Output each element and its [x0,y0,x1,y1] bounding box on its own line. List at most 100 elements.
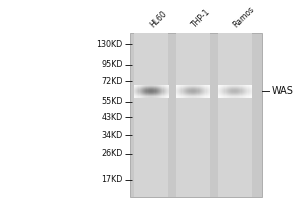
Bar [235,95,236,97]
Bar [242,85,243,86]
Bar [237,87,238,88]
Bar [165,92,166,93]
Bar [208,86,209,87]
Bar [248,92,250,93]
Bar [197,95,199,97]
Bar [158,93,159,94]
Bar [202,92,203,93]
Bar [194,85,196,86]
Bar [141,93,142,94]
Bar [237,96,238,98]
Bar [179,93,181,94]
Bar [251,95,252,97]
Bar [203,89,205,90]
Bar [163,92,164,93]
Bar [218,91,219,92]
Bar [186,96,188,98]
Bar [230,86,232,87]
Bar [140,95,141,97]
Bar [192,86,193,87]
Bar [134,33,168,197]
Bar [229,86,230,87]
Bar [199,89,200,90]
Bar [179,85,181,86]
Bar [180,91,182,92]
Bar [136,86,138,87]
Bar [185,89,186,90]
Bar [190,86,192,87]
Bar [183,88,184,89]
Bar [195,89,196,90]
Bar [146,94,148,95]
Bar [246,85,248,86]
Bar [167,89,169,90]
Bar [184,85,185,86]
Bar [251,86,252,87]
Bar [201,86,202,87]
Bar [203,91,205,92]
Bar [202,89,203,90]
Bar [135,90,136,91]
Bar [234,89,235,90]
Bar [165,93,166,94]
Bar [157,93,158,94]
Bar [208,87,209,88]
Bar [154,86,156,87]
Bar [149,92,150,93]
Bar [221,90,222,91]
Bar [244,87,245,88]
Bar [149,94,150,95]
Bar [143,89,144,90]
Bar [235,89,236,90]
Bar [144,96,146,98]
Bar [179,87,181,88]
Bar [232,92,234,93]
Bar [138,93,140,94]
Bar [226,93,227,94]
Bar [250,85,251,86]
Bar [182,92,183,93]
Bar [239,94,241,95]
Bar [194,89,196,90]
Bar [176,90,177,91]
Bar [222,85,224,86]
Bar [199,95,200,97]
Bar [150,94,151,95]
Bar [154,90,156,91]
Bar [238,92,240,93]
Bar [158,91,159,92]
Bar [183,90,184,91]
Bar [231,91,233,92]
Bar [165,88,166,89]
Bar [176,96,177,98]
Bar [204,89,206,90]
Bar [167,95,169,97]
Bar [199,92,200,93]
Bar [149,96,150,98]
Bar [176,86,177,87]
Bar [248,86,250,87]
Bar [176,89,177,90]
Bar [220,93,221,94]
Bar [151,87,152,88]
Bar [136,87,138,88]
Bar [224,87,226,88]
Bar [180,89,182,90]
Bar [135,94,136,95]
Bar [219,87,220,88]
Bar [200,90,201,91]
Bar [151,86,152,87]
Bar [202,96,203,98]
Bar [227,96,228,98]
Bar [183,87,184,88]
Bar [230,91,232,92]
Bar [182,87,183,88]
Bar [239,89,241,90]
Bar [184,95,185,97]
Bar [222,87,224,88]
Bar [228,94,229,95]
Bar [239,93,241,94]
Bar [144,85,146,86]
Bar [219,93,220,94]
Bar [161,90,163,91]
